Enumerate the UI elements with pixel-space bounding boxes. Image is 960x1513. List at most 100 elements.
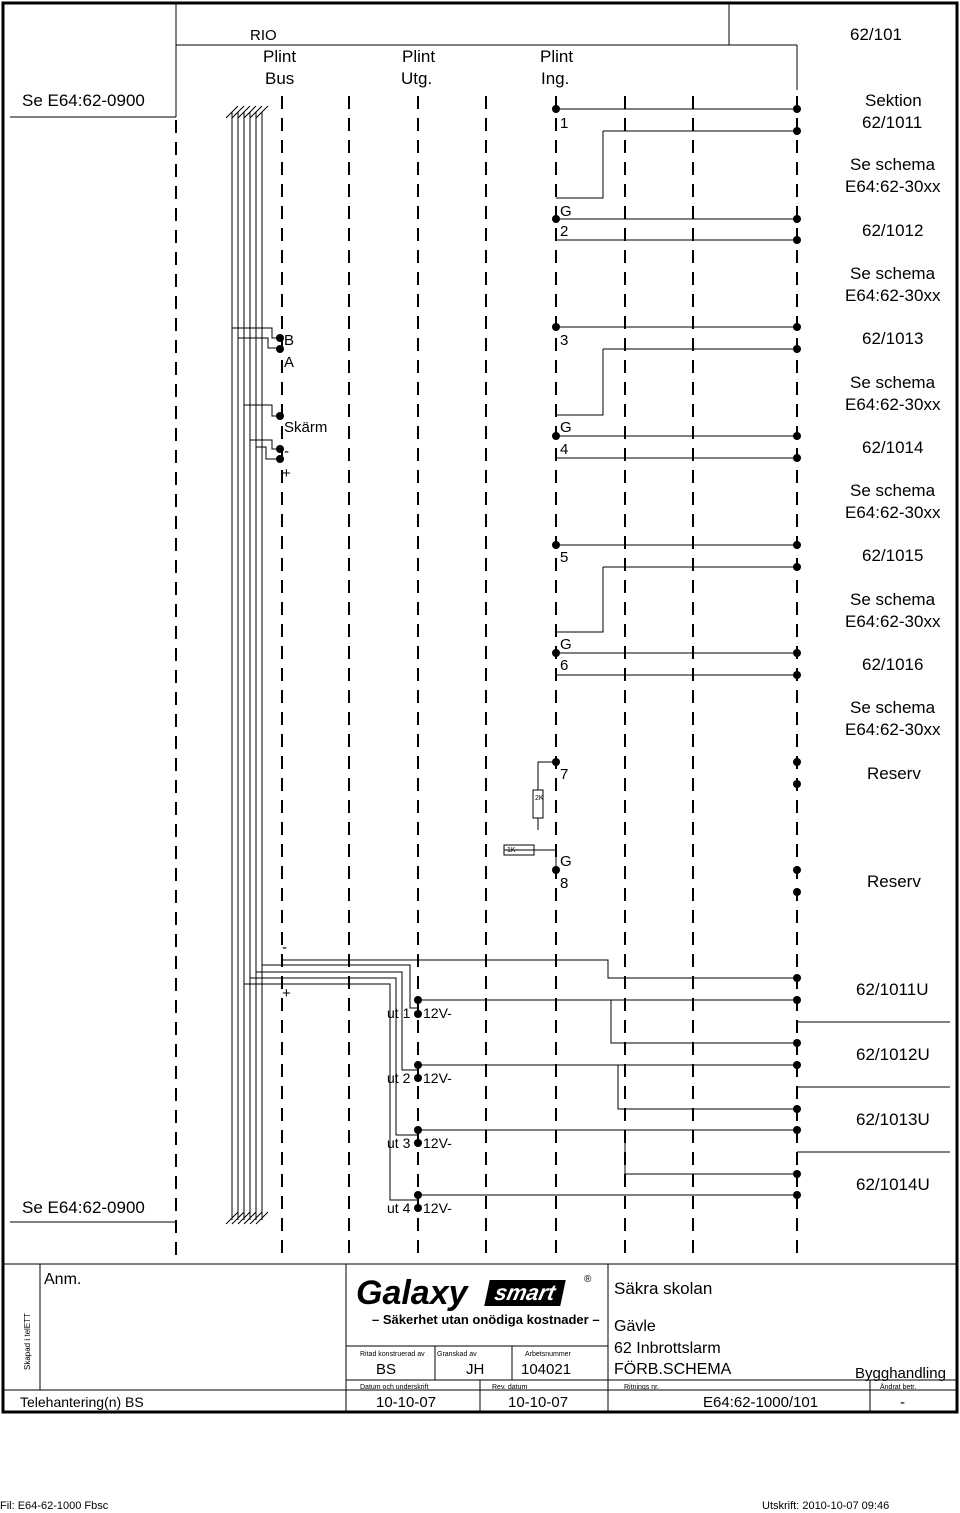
power-minus: - [282, 939, 287, 956]
logo-wordmark: Galaxy [356, 1274, 468, 1312]
checked-by-value: JH [466, 1361, 484, 1378]
input-8: 8 [560, 875, 568, 892]
section-1-pre: Sektion [865, 91, 922, 110]
checked-by-label: Granskad av [437, 1351, 477, 1358]
out-2-volt: 12V- [423, 1070, 452, 1086]
section-6-pre2: E64:62-30xx [845, 612, 941, 631]
power-plus: + [282, 985, 291, 1002]
section-5-pre: Se schema [850, 481, 936, 500]
print-footer: Fil: E64-62-1000 Fbsc Utskrift: 2010-10-… [0, 1500, 960, 1513]
sheet-frame [1, 1, 959, 1414]
bus-a: A [284, 354, 294, 371]
reserve-1: Reserv [867, 764, 921, 783]
loop-wires [504, 108, 797, 870]
logo-tagline: – Säkerhet utan onödiga kostnader – [372, 1312, 600, 1327]
col-bus-label: Plint [263, 47, 296, 66]
document-type: FÖRB.SCHEMA [614, 1360, 732, 1378]
section-2-pre2: E64:62-30xx [845, 177, 941, 196]
out-3-ref: 62/1013U [856, 1110, 930, 1129]
print-timestamp: Utskrift: 2010-10-07 09:46 [762, 1500, 890, 1512]
input-g2: G [560, 419, 572, 436]
out-3-volt: 12V- [423, 1135, 452, 1151]
section-terminals [793, 105, 801, 1199]
out-2-label: ut 2 [387, 1070, 411, 1086]
rev-date-label: Rev. datum [492, 1384, 527, 1391]
input-2: 2 [560, 223, 568, 240]
drawn-by-label: Ritad konstruerad av [360, 1351, 425, 1358]
output-terminals [414, 996, 950, 1212]
section-6-id: 62/1016 [862, 655, 923, 674]
changed-label: Ändrat betr. [880, 1383, 916, 1391]
drawing-number-value: E64:62-1000/101 [703, 1394, 818, 1411]
after-1016-l1: Se schema [850, 698, 936, 717]
after-1016-l2: E64:62-30xx [845, 720, 941, 739]
section-6-pre: Se schema [850, 590, 936, 609]
bus-minus: - [284, 443, 289, 460]
telehantering-label: Telehantering(n) BS [20, 1394, 144, 1410]
col-ing-label2: Ing. [541, 69, 569, 88]
changed-value: - [900, 1394, 905, 1411]
col-utg-label: Plint [402, 47, 435, 66]
col-utg-label2: Utg. [401, 69, 432, 88]
logo-registered-mark: ® [584, 1274, 592, 1285]
bus-b: B [284, 332, 294, 349]
out-4-ref: 62/1014U [856, 1175, 930, 1194]
title-block [3, 1263, 957, 1412]
input-3: 3 [560, 332, 568, 349]
col-bus-label2: Bus [265, 69, 294, 88]
out-1-label: ut 1 [387, 1005, 411, 1021]
input-g3: G [560, 636, 572, 653]
out-4-volt: 12V- [423, 1200, 452, 1216]
section-4-id: 62/1014 [862, 438, 923, 457]
resistor-1k-label: 1K [507, 847, 516, 854]
anm-label: Anm. [44, 1271, 81, 1288]
section-4-pre2: E64:62-30xx [845, 395, 941, 414]
section-2-id: 62/1012 [862, 221, 923, 240]
system-name: 62 Inbrottslarm [614, 1340, 721, 1357]
input-terminals [552, 105, 560, 874]
galaxy-smart-logo: Galaxy smart ® – Säkerhet utan onödiga k… [352, 1272, 604, 1338]
resistor-2k-label: 2K [535, 795, 544, 802]
job-number-label: Arbetsnummer [525, 1351, 572, 1358]
sheet-ref: 62/101 [850, 25, 902, 44]
input-g4: G [560, 853, 572, 870]
section-2-pre: Se schema [850, 155, 936, 174]
bus-cable-bundle [225, 105, 797, 1225]
section-5-id: 62/1015 [862, 546, 923, 565]
section-3-pre2: E64:62-30xx [845, 286, 941, 305]
date-label: Datum och underskrift [360, 1384, 429, 1391]
bus-shield: Skärm [284, 419, 327, 436]
section-4-pre: Se schema [850, 373, 936, 392]
input-5: 5 [560, 549, 568, 566]
drawn-by-value: BS [376, 1361, 396, 1378]
input-4: 4 [560, 441, 568, 458]
resistor-2k [532, 789, 544, 819]
section-3-id: 62/1013 [862, 329, 923, 348]
created-in-label: Skapad i telETT [23, 1313, 32, 1370]
project-name: Säkra skolan [614, 1279, 712, 1298]
left-ref-bottom: Se E64:62-0900 [22, 1198, 145, 1217]
bus-terminals [276, 334, 284, 463]
out-1-ref: 62/1011U [856, 980, 928, 999]
input-g1: G [560, 203, 572, 220]
terminal-columns [175, 96, 798, 1258]
out-1-volt: 12V- [423, 1005, 452, 1021]
input-7: 7 [560, 766, 568, 783]
out-3-label: ut 3 [387, 1135, 411, 1151]
date-value: 10-10-07 [376, 1394, 436, 1411]
out-2-ref: 62/1012U [856, 1045, 930, 1064]
reserve-2: Reserv [867, 872, 921, 891]
rio-label: RIO [250, 27, 277, 44]
job-number-value: 104021 [521, 1361, 571, 1378]
left-ref-top: Se E64:62-0900 [22, 91, 145, 110]
input-6: 6 [560, 657, 568, 674]
city: Gävle [614, 1318, 656, 1335]
input-1: 1 [560, 115, 568, 132]
logo-smart-badge: smart [484, 1280, 566, 1306]
section-5-pre2: E64:62-30xx [845, 503, 941, 522]
bus-plus: + [282, 465, 291, 482]
col-ing-label: Plint [540, 47, 573, 66]
out-4-label: ut 4 [387, 1200, 411, 1216]
section-1-id: 62/1011 [862, 113, 922, 132]
